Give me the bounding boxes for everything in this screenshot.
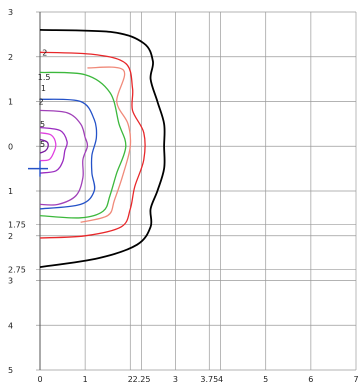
contour-label: 5	[40, 140, 45, 149]
y-tick-labels: 3 2 1 0 1 1.75 2 2.75 3 4 5	[8, 8, 26, 375]
x-tick-label: 2.25	[133, 375, 151, 384]
x-tick-labels: 0 1 2 2.25 3 3.75 4 5 6 7	[37, 375, 358, 384]
y-tick-label: 4	[8, 321, 13, 330]
y-tick-label: 2.75	[8, 265, 26, 274]
y-tick-label: 2	[8, 232, 13, 241]
contour-line	[39, 109, 89, 206]
contour-labels: 2 1.5 1 2 5 5	[38, 48, 51, 149]
contour-label: 2	[42, 48, 47, 57]
x-tick-label: 3	[173, 375, 178, 384]
y-tick-label: 2	[8, 53, 13, 62]
x-tick-label: 2	[128, 375, 133, 384]
contour-label: 1	[41, 84, 46, 93]
y-tick-label: 3	[8, 277, 13, 286]
contour-label: 5	[40, 120, 45, 129]
origin-marker	[28, 160, 48, 177]
contour-label: 1.5	[38, 73, 51, 82]
x-tick-label: 4	[218, 375, 223, 384]
contour-line	[39, 71, 127, 219]
y-tick-label: 5	[8, 366, 13, 375]
contour-line	[39, 98, 98, 210]
grid	[36, 11, 357, 371]
y-tick-label: 3	[8, 8, 13, 17]
y-tick-label: 0	[8, 142, 13, 151]
y-tick-label: 1.75	[8, 221, 26, 230]
contour-line	[39, 29, 166, 268]
x-tick-label: 3.75	[200, 375, 218, 384]
contours	[39, 29, 166, 268]
contour-line	[39, 126, 68, 174]
x-tick-label: 5	[263, 375, 268, 384]
contour-label: 2	[39, 98, 44, 107]
contour-line	[39, 132, 57, 162]
x-tick-label: 7	[353, 375, 358, 384]
contour-line	[39, 51, 146, 239]
contour-line	[39, 138, 49, 154]
contour-line	[80, 66, 132, 223]
y-tick-label: 1	[8, 187, 13, 196]
x-tick-label: 6	[308, 375, 313, 384]
x-tick-label: 0	[37, 375, 42, 384]
x-tick-label: 1	[83, 375, 88, 384]
y-tick-label: 1	[8, 98, 13, 107]
